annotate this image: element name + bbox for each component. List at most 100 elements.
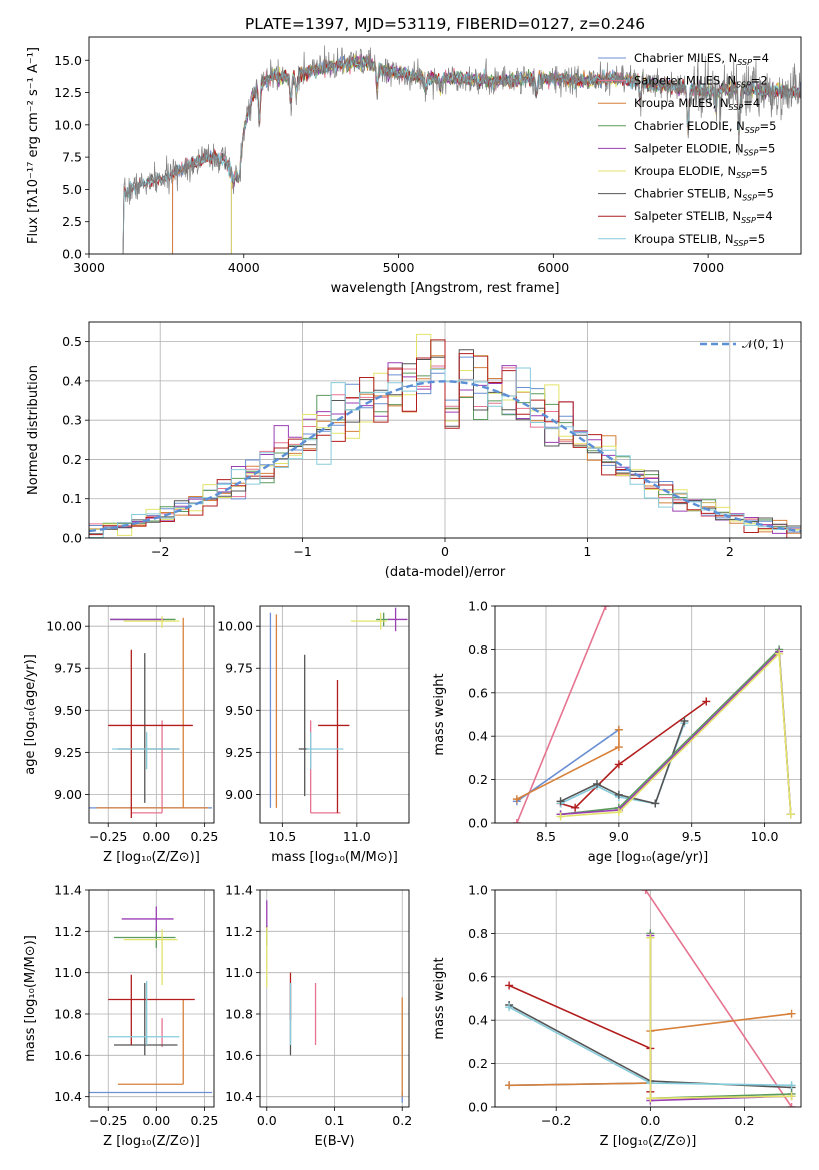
x-tick-label: 0.0 xyxy=(257,1113,277,1128)
x-tick-label: 8.5 xyxy=(536,829,556,844)
y-tick-label: 9.75 xyxy=(54,661,82,676)
legend-entry: Chabrier STELIB, NSSP=5 xyxy=(634,187,774,203)
plus-marker xyxy=(787,1081,796,1090)
plus-marker xyxy=(505,981,514,990)
plus-marker xyxy=(556,797,565,806)
y-tick-label: 5.0 xyxy=(62,182,82,197)
y-axis-label: mass weight xyxy=(432,957,447,1039)
x-tick-label: 0 xyxy=(441,544,449,559)
x-tick-label: 0.25 xyxy=(190,1113,218,1128)
plus-marker xyxy=(571,803,580,812)
axes-frame xyxy=(494,605,802,824)
histogram-salpeter-stelib xyxy=(89,339,801,538)
y-tick-label: 9.25 xyxy=(54,745,82,760)
mass-weight-vs-metallicity-panel: −0.2 0.0 0.2 0.0 0.2 0.4 0.6 0.8 1.0 Z [log₁₀(Z/Z… xyxy=(432,883,802,1149)
plus-marker xyxy=(614,808,623,817)
axes-frame xyxy=(259,605,410,824)
y-tick-label: 0.1 xyxy=(62,491,82,506)
data-point xyxy=(123,929,178,986)
x-tick-label: −0.25 xyxy=(89,1113,127,1128)
series-line xyxy=(560,651,792,818)
x-axis-label: (data-model)/error xyxy=(385,565,506,580)
y-tick-label: 10.6 xyxy=(225,1048,253,1063)
histogram-steps xyxy=(89,333,801,538)
mass-vs-ebv-panel: 0.0 0.1 0.2 10.4 10.6 10.8 11.0 11.2 11.4 E(B-V) xyxy=(225,883,412,1150)
y-tick-label: 0.0 xyxy=(468,1100,488,1115)
y-tick-label: 7.5 xyxy=(62,150,82,165)
axes-frame xyxy=(259,889,410,1108)
data-point xyxy=(310,720,341,814)
plus-marker xyxy=(614,790,623,799)
y-tick-label: 0.2 xyxy=(468,772,488,787)
axes-frame xyxy=(88,605,215,824)
x-tick-label: 7000 xyxy=(692,260,724,275)
legend-entry: Salpeter ELODIE, NSSP=5 xyxy=(634,141,775,157)
y-tick-label: 1.0 xyxy=(468,599,488,614)
y-tick-label: 11.0 xyxy=(225,965,253,980)
y-tick-label: 0.8 xyxy=(468,642,488,657)
legend-count: =4 xyxy=(743,96,760,110)
y-axis-label: mass weight xyxy=(432,673,447,755)
plus-marker xyxy=(601,606,610,610)
mass-weight-vs-age-panel: 8.5 9.0 9.5 10.0 0.0 0.2 0.4 0.6 0.8 1.0 age [log₁… xyxy=(432,599,802,865)
y-tick-label: 0.2 xyxy=(468,1056,488,1071)
y-tick-label: 9.75 xyxy=(225,661,253,676)
series-line xyxy=(516,729,620,802)
y-tick-label: 2.5 xyxy=(62,214,82,229)
grid xyxy=(89,606,214,823)
data-point xyxy=(108,980,180,1045)
weight-lines xyxy=(512,606,795,823)
legend-subscript: SSP xyxy=(737,58,752,67)
legend-subscript: SSP xyxy=(734,239,749,248)
series-kroupa-elodie xyxy=(556,649,795,821)
plus-marker xyxy=(787,1092,796,1101)
x-tick-label: −0.2 xyxy=(541,1113,571,1128)
y-tick-label: 10.0 xyxy=(54,117,82,132)
series-kroupa-elodie xyxy=(646,933,796,1103)
y-tick-label: 0.0 xyxy=(468,816,488,831)
y-tick-label: 1.0 xyxy=(468,883,488,898)
grid xyxy=(260,889,409,1107)
legend-subscript: SSP xyxy=(729,103,744,112)
plus-marker xyxy=(680,717,689,726)
y-tick-label: 9.50 xyxy=(54,703,82,718)
data-point xyxy=(117,999,184,1085)
series-line xyxy=(508,984,652,1092)
x-tick-label: 6000 xyxy=(537,260,569,275)
x-tick-label: −0.25 xyxy=(89,829,127,844)
plus-marker xyxy=(614,743,623,752)
x-tick-label: 10.5 xyxy=(268,829,296,844)
y-tick-label: 0.0 xyxy=(62,531,82,546)
y-axis-label: Normed distribution xyxy=(26,365,41,495)
x-tick-label: −1 xyxy=(293,544,311,559)
x-axis-label: E(B-V) xyxy=(314,1134,354,1149)
axes-frame xyxy=(494,889,802,1108)
series-line xyxy=(516,606,607,823)
plus-marker xyxy=(556,812,565,821)
figure-title: PLATE=1397, MJD=53119, FIBERID=0127, z=0… xyxy=(245,15,645,33)
gaussian-curve xyxy=(89,380,801,533)
legend-label: Kroupa STELIB, N xyxy=(634,232,734,246)
y-tick-label: 12.5 xyxy=(54,85,82,100)
series-salpeter-stelib xyxy=(505,981,655,1096)
plus-marker xyxy=(646,1094,655,1103)
x-tick-label: 4000 xyxy=(228,260,260,275)
data-point xyxy=(114,983,178,1056)
legend-label: Chabrier STELIB, N xyxy=(634,187,742,201)
legend-label: Salpeter ELODIE, N xyxy=(634,141,744,155)
legend-label: Salpeter MILES, N xyxy=(634,74,736,88)
plus-marker xyxy=(787,1009,796,1018)
data-point xyxy=(96,617,209,809)
legend-count: =5 xyxy=(760,119,777,133)
grid xyxy=(89,889,214,1107)
legend-entry: Salpeter STELIB, NSSP=4 xyxy=(634,209,773,225)
spectrum-lines xyxy=(122,45,801,254)
series-chabrier-stelib xyxy=(556,717,689,808)
legend-entry: Kroupa MILES, NSSP=4 xyxy=(634,96,760,112)
y-tick-label: 0.3 xyxy=(62,413,82,428)
y-tick-label: 10.4 xyxy=(225,1089,253,1104)
x-tick-label: 3000 xyxy=(73,260,105,275)
legend-count: =4 xyxy=(756,209,773,223)
grid xyxy=(495,605,801,824)
